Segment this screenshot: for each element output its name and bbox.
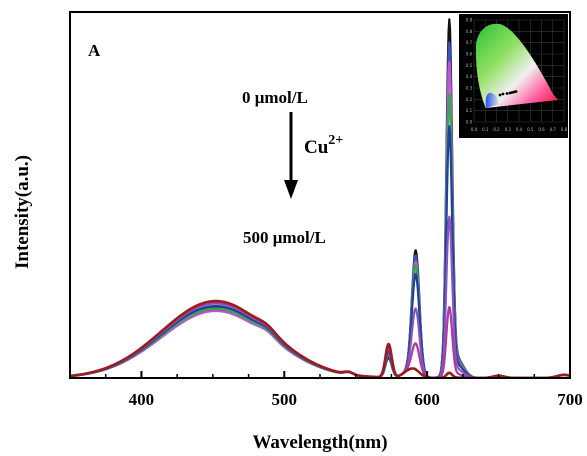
y-axis-title: Intensity(a.u.) [12,155,33,269]
inset-x-tick-label: 0.0 [471,127,478,132]
inset-x-tick-label: 0.4 [516,127,523,132]
inset-y-tick-label: 0.1 [466,108,473,113]
series-layer [70,18,570,378]
inset-x-tick-label: 0.1 [482,127,489,132]
inset-y-tick-label: 0.0 [466,120,473,125]
x-axis-title: Wavelength(nm) [252,432,387,453]
cie-coordinate-points [498,90,518,97]
x-tick-label: 600 [414,390,440,409]
end-concentration-label: 500 μmol/L [243,228,326,247]
x-tick-label: 400 [129,390,155,409]
inset-y-tick-label: 0.6 [466,52,473,57]
ion-label: Cu2+ [304,133,343,158]
inset-y-tick-label: 0.5 [466,63,473,68]
inset-x-tick-label: 0.8 [561,127,568,132]
inset-y-tick-label: 0.9 [466,18,473,23]
ion-charge: 2+ [328,133,343,148]
down-arrow-icon [284,112,298,199]
inset-y-tick-label: 0.2 [466,97,473,102]
inset-x-tick-label: 0.2 [493,127,500,132]
inset-y-tick-label: 0.4 [466,74,473,79]
inset-y-tick-label: 0.7 [466,40,473,45]
start-concentration-label: 0 μmol/L [242,88,308,107]
cie-inset: 0.0 0.1 0.2 0.3 0.4 0.5 0.6 0.7 0.8 0.9 0.8 0.7 0.6 0… [459,14,568,138]
cie-horseshoe [475,23,558,108]
inset-x-tick-label: 0.5 [527,127,534,132]
x-axis: 400 500 600 700 [104,371,583,409]
spectrum-line-8 [70,299,570,378]
inset-x-tick-label: 0.7 [550,127,557,132]
ion-symbol: Cu [304,137,329,158]
inset-y-tick-label: 0.8 [466,29,473,34]
inset-x-tick-label: 0.3 [505,127,512,132]
x-tick-label: 700 [557,390,583,409]
x-tick-label: 500 [272,390,298,409]
panel-label: A [88,41,101,60]
inset-x-tick-label: 0.6 [538,127,545,132]
spectrum-line-5 [70,125,570,378]
svg-text:Cu2+: Cu2+ [304,133,343,158]
inset-y-tick-label: 0.3 [466,86,473,91]
inset-tick-labels: 0.0 0.1 0.2 0.3 0.4 0.5 0.6 0.7 0.8 0.9 0.8 0.7 0.6 0… [466,18,568,133]
